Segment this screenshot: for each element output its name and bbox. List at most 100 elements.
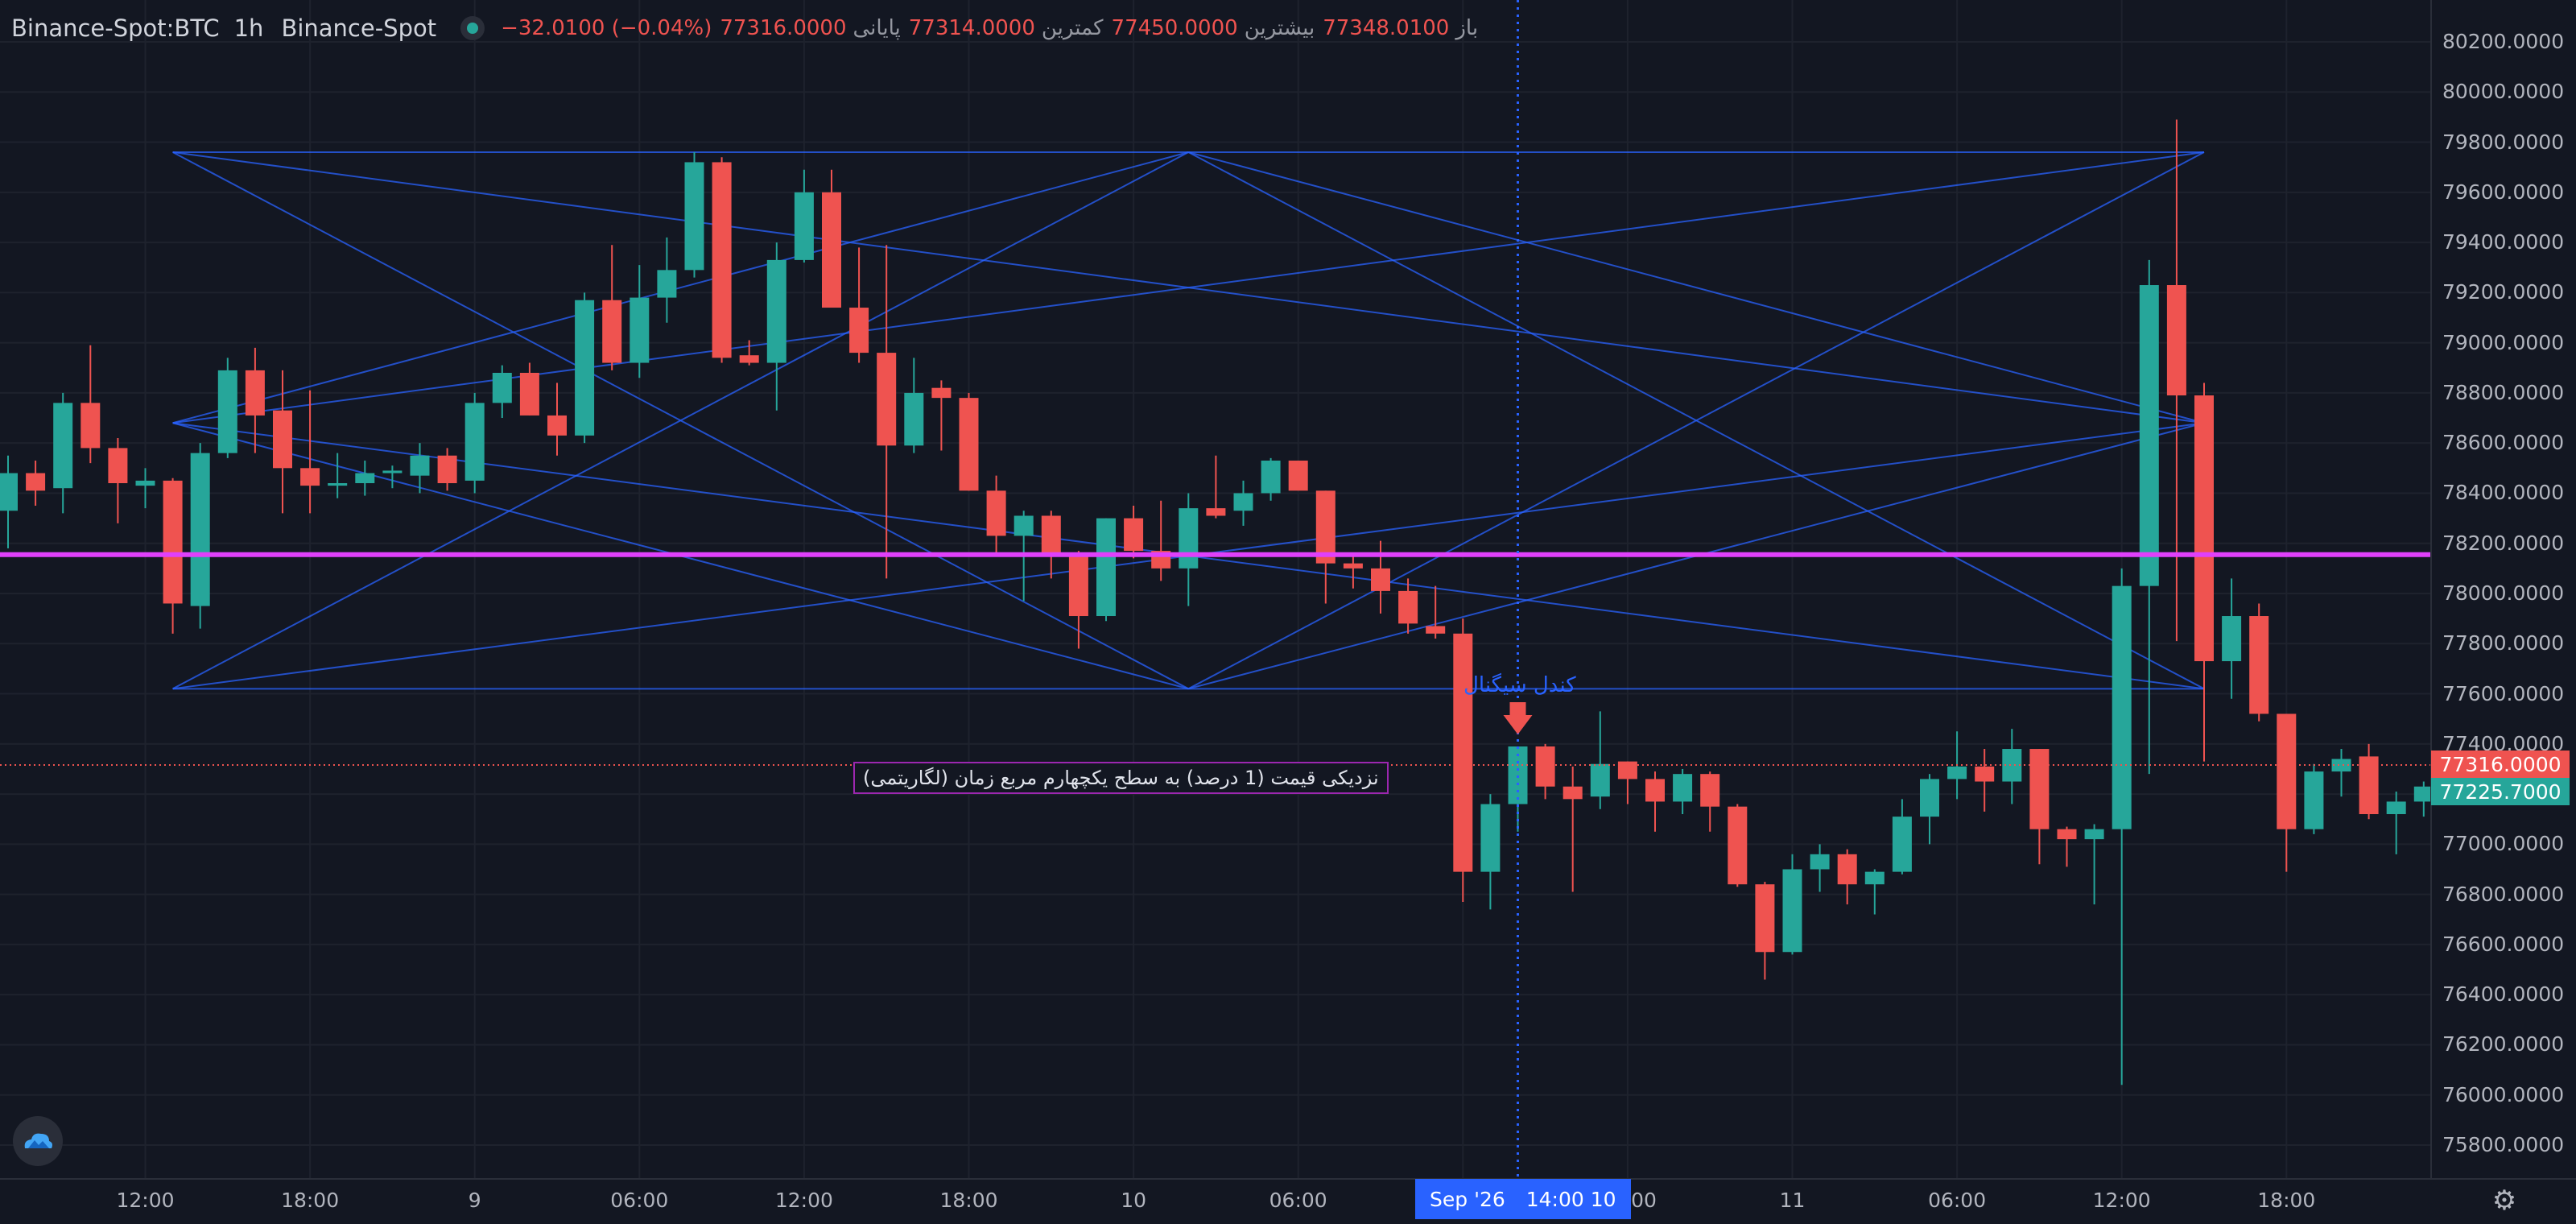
candle-body	[1755, 884, 1775, 953]
time-tick-label: 9	[468, 1189, 481, 1212]
candle-body	[2304, 771, 2324, 829]
price-tick-label: 76600.0000	[2442, 932, 2565, 956]
candle-body	[1453, 633, 1473, 872]
price-tick-label: 79400.0000	[2442, 230, 2565, 254]
interval-label[interactable]: 1h	[233, 14, 264, 42]
candle-body	[1892, 817, 1912, 872]
price-tick-label: 79600.0000	[2442, 180, 2565, 204]
candle-body	[657, 270, 677, 298]
symbol-label[interactable]: Binance-Spot:BTC	[11, 14, 220, 42]
candle-body	[1947, 766, 1967, 779]
price-tick-label: 79000.0000	[2442, 330, 2565, 354]
open-value: 77348.0100	[1323, 16, 1450, 40]
candle-body	[2084, 829, 2104, 840]
candle-body	[1398, 590, 1418, 624]
price-tick-label: 76800.0000	[2442, 882, 2565, 906]
candle-body	[1920, 779, 1939, 817]
candle-body	[1371, 568, 1390, 591]
candle-body	[1728, 806, 1748, 885]
candle-body	[766, 259, 786, 363]
crosshair-time: 14:00 10	[1525, 1187, 1616, 1211]
grid-lines	[0, 0, 2431, 1179]
price-tick-label: 76400.0000	[2442, 982, 2565, 1007]
price-tick-label: 75800.0000	[2442, 1133, 2565, 1156]
candle-body	[877, 353, 897, 446]
pattern-line	[1188, 151, 2205, 424]
change-value: −32.0100 (−0.04%)	[501, 16, 712, 40]
time-tick-label: 12:00	[2092, 1189, 2151, 1212]
candle-body	[1288, 460, 1308, 491]
candle-body	[2386, 801, 2406, 814]
candle-body	[1617, 761, 1637, 779]
candle-body	[1700, 774, 1720, 807]
candle-body	[163, 480, 183, 604]
candle-body	[1782, 869, 1802, 953]
down-arrow-icon	[1503, 702, 1533, 734]
candle-body	[80, 403, 101, 449]
cloud-mountain-icon[interactable]	[13, 1116, 63, 1166]
dot-icon	[460, 16, 485, 40]
candle-body	[464, 403, 485, 481]
candle-body	[217, 370, 237, 453]
price-tick-label: 78400.0000	[2442, 481, 2565, 505]
pattern-line	[172, 151, 1189, 424]
candle-body	[328, 483, 348, 486]
candle-body	[794, 192, 814, 260]
candle-body	[2277, 713, 2297, 829]
close-value: 77316.0000	[720, 16, 847, 40]
level-proximity-note[interactable]: نزدیکی قیمت (1 درصد) به سطح یکچهارم مربع…	[853, 762, 1389, 794]
high-label: بیشترین	[1244, 16, 1315, 40]
time-tick-label: 18:00	[281, 1189, 340, 1212]
candle-body	[437, 455, 457, 483]
low-label: کمترین	[1041, 16, 1104, 40]
candle-body	[1975, 766, 1995, 782]
close-label: پایانی	[852, 16, 901, 40]
last-price-tag: 77316.0000	[2431, 751, 2570, 778]
candle-body	[986, 490, 1006, 536]
candle-body	[602, 300, 622, 363]
time-tick-label: 10	[1121, 1189, 1146, 1212]
candle-body	[1233, 493, 1253, 511]
candle-body	[630, 297, 650, 363]
price-tick-label: 76000.0000	[2442, 1082, 2565, 1106]
crosshair-price-tag: 77225.7000	[2431, 778, 2570, 805]
candle-body	[26, 473, 46, 491]
low-value: 77314.0000	[908, 16, 1035, 40]
candle-body	[739, 355, 759, 363]
candle-body	[355, 473, 375, 483]
candle-series	[0, 119, 2434, 1085]
candle-body	[1041, 515, 1061, 556]
price-tick-label: 76200.0000	[2442, 1032, 2565, 1057]
price-tick-label: 79800.0000	[2442, 130, 2565, 154]
candle-body	[822, 192, 841, 308]
pattern-line	[172, 151, 1189, 690]
candle-body	[2194, 395, 2214, 662]
price-tick-label: 78600.0000	[2442, 431, 2565, 455]
candle-body	[1096, 518, 1116, 617]
candle-body	[2222, 616, 2242, 662]
price-tick-label: 80200.0000	[2442, 30, 2565, 53]
candle-body	[1480, 804, 1501, 872]
candle-body	[575, 300, 595, 436]
price-tick-label: 78800.0000	[2442, 380, 2565, 404]
candle-body	[684, 162, 704, 271]
gear-icon[interactable]: ⚙	[2491, 1185, 2517, 1217]
exchange-label: Binance-Spot	[281, 14, 437, 42]
candle-body	[1068, 556, 1088, 617]
candle-body	[1426, 626, 1446, 634]
candle-body	[904, 392, 924, 446]
candle-body	[1673, 774, 1693, 802]
candle-body	[1563, 786, 1583, 800]
time-tick-label: 06:00	[1928, 1189, 1987, 1212]
candle-body	[1535, 746, 1555, 787]
candle-body	[492, 373, 512, 403]
candle-body	[1315, 490, 1335, 564]
price-tick-label: 79200.0000	[2442, 280, 2565, 304]
candle-body	[1179, 508, 1199, 569]
candle-body	[519, 373, 539, 416]
candle-body	[849, 308, 869, 354]
candle-body	[2359, 756, 2379, 814]
candle-body	[410, 455, 430, 476]
time-tick-label: 18:00	[939, 1189, 998, 1212]
